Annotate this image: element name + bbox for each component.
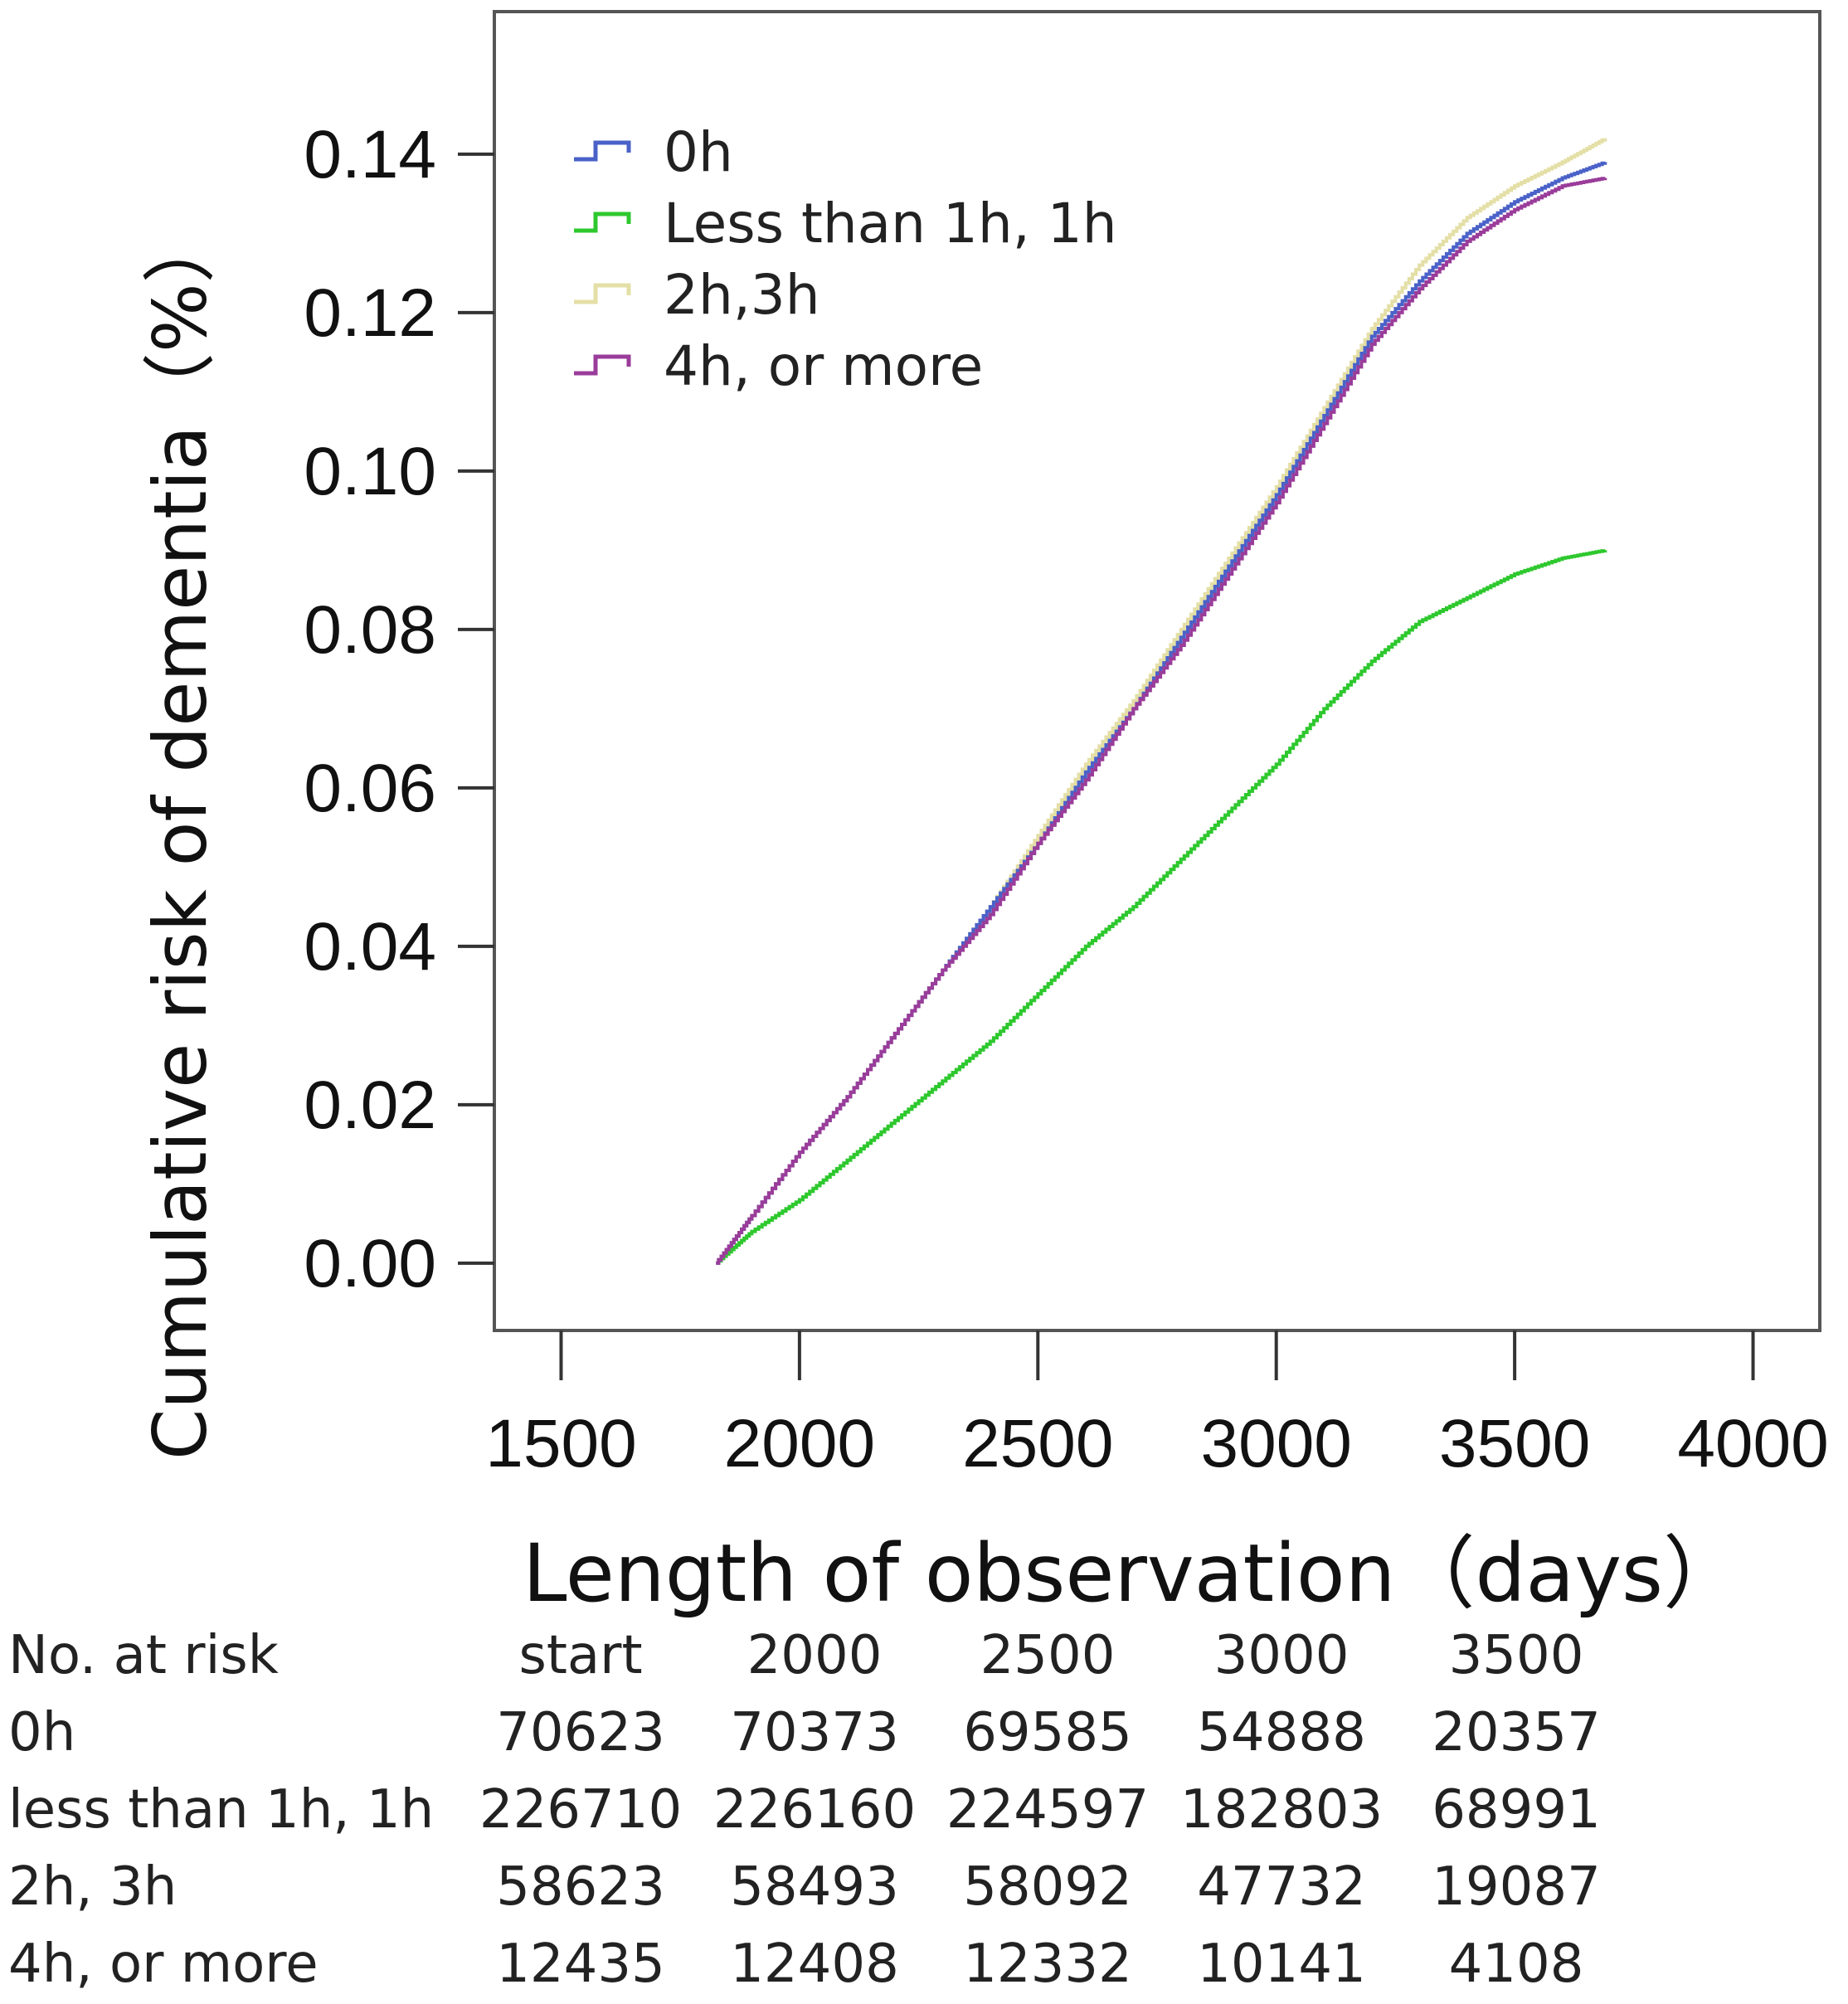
x-tick-label: 1500 — [485, 1406, 636, 1481]
x-tick-label: 2000 — [724, 1406, 875, 1481]
risk-value: 47732 — [1197, 1856, 1366, 1918]
risk-value: 58092 — [963, 1856, 1132, 1918]
y-tick-label: 0.10 — [304, 434, 436, 509]
y-tick-label: 0.06 — [304, 751, 436, 826]
risk-value: 58623 — [496, 1856, 665, 1918]
risk-value: 10141 — [1197, 1933, 1366, 1995]
risk-col-start: start — [518, 1625, 643, 1686]
y-tick-label: 0.04 — [304, 909, 436, 985]
risk-col-3500: 3500 — [1448, 1625, 1584, 1686]
risk-value: 20357 — [1432, 1702, 1601, 1763]
y-axis-label: Cumulative risk of dementia（%） — [138, 210, 223, 1460]
risk-value: 12332 — [963, 1933, 1132, 1995]
legend-swatch — [574, 283, 631, 304]
risk-value: 70623 — [496, 1702, 665, 1763]
risk-value: 68991 — [1432, 1779, 1601, 1841]
risk-col-2500: 2500 — [980, 1625, 1116, 1686]
risk-row-label: 4h, or more — [8, 1933, 319, 1995]
risk-value: 224597 — [946, 1779, 1150, 1841]
x-tick-label: 4000 — [1677, 1406, 1828, 1481]
legend-swatch — [574, 140, 631, 162]
legend-label: Less than 1h, 1h — [664, 192, 1117, 255]
risk-row-label: less than 1h, 1h — [8, 1779, 435, 1841]
number-at-risk-table: No. at risk start 2000 2500 3000 3500 0h… — [0, 1617, 1848, 2004]
risk-row-less-than-1h: less than 1h, 1h 226710 226160 224597 18… — [0, 1772, 1848, 1848]
risk-value: 226160 — [712, 1779, 917, 1841]
legend-label: 4h, or more — [664, 334, 983, 398]
risk-value: 54888 — [1197, 1702, 1366, 1763]
legend: 0h Less than 1h, 1h 2h,3h 4h, or more — [574, 120, 1117, 398]
risk-row-4h-or-more: 4h, or more 12435 12408 12332 10141 4108 — [0, 1926, 1848, 2002]
x-tick-label: 3500 — [1439, 1406, 1590, 1481]
risk-row-2h-3h: 2h, 3h 58623 58493 58092 47732 19087 — [0, 1849, 1848, 1925]
y-tick-label: 0.08 — [304, 592, 436, 668]
risk-value: 70373 — [730, 1702, 899, 1763]
risk-value: 69585 — [963, 1702, 1132, 1763]
y-tick-label: 0.00 — [304, 1226, 436, 1301]
x-axis: 1500 2000 2500 3000 3500 4000 — [485, 1330, 1829, 1481]
x-axis-label: Length of observation（days） — [523, 1527, 1743, 1617]
risk-col-2000: 2000 — [746, 1625, 883, 1686]
risk-value: 19087 — [1432, 1856, 1601, 1918]
y-tick-label: 0.14 — [304, 117, 436, 192]
series-line — [716, 177, 1607, 1265]
risk-value: 4108 — [1448, 1933, 1584, 1995]
y-tick-label: 0.02 — [304, 1068, 436, 1143]
risk-header-label: No. at risk — [8, 1625, 279, 1686]
risk-value: 12435 — [496, 1933, 665, 1995]
risk-value: 226710 — [479, 1779, 683, 1841]
series-layer — [716, 138, 1607, 1265]
y-axis: 0.00 0.02 0.04 0.06 0.08 0.10 0.12 0.14 — [304, 117, 494, 1301]
risk-value: 182803 — [1179, 1779, 1384, 1841]
plot-frame — [493, 10, 1821, 1332]
risk-col-3000: 3000 — [1213, 1625, 1350, 1686]
risk-row-0h: 0h 70623 70373 69585 54888 20357 — [0, 1695, 1848, 1771]
km-chart: 0.00 0.02 0.04 0.06 0.08 0.10 0.12 0.14 1500 200… — [138, 10, 1829, 1617]
legend-swatch — [574, 354, 631, 376]
risk-header-row: No. at risk start 2000 2500 3000 3500 — [0, 1617, 1848, 1694]
legend-label: 0h — [664, 120, 733, 184]
risk-value: 58493 — [730, 1856, 899, 1918]
y-tick-label: 0.12 — [304, 275, 436, 351]
x-tick-label: 2500 — [962, 1406, 1113, 1481]
risk-row-label: 0h — [8, 1702, 76, 1763]
risk-value: 12408 — [730, 1933, 899, 1995]
legend-swatch — [574, 212, 631, 233]
x-tick-label: 3000 — [1200, 1406, 1351, 1481]
series-line — [716, 549, 1607, 1265]
risk-row-label: 2h, 3h — [8, 1856, 178, 1918]
legend-label: 2h,3h — [664, 263, 820, 327]
